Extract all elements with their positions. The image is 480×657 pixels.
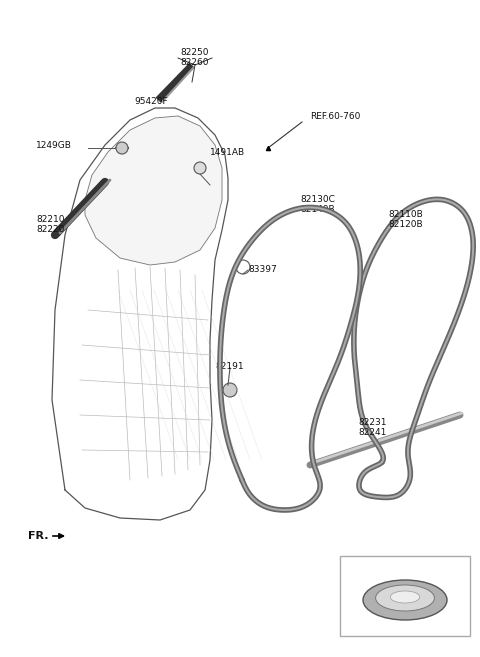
Circle shape bbox=[223, 383, 237, 397]
Ellipse shape bbox=[363, 580, 447, 620]
Text: 82231
82241: 82231 82241 bbox=[358, 418, 386, 438]
Text: 82110B
82120B: 82110B 82120B bbox=[388, 210, 423, 229]
Text: 82250
82260: 82250 82260 bbox=[181, 48, 209, 68]
FancyBboxPatch shape bbox=[340, 556, 470, 636]
Text: REF.60-760: REF.60-760 bbox=[310, 112, 360, 121]
Text: 1249GB: 1249GB bbox=[36, 141, 72, 150]
Ellipse shape bbox=[390, 591, 420, 603]
Text: 82210
82220: 82210 82220 bbox=[36, 215, 64, 235]
Ellipse shape bbox=[376, 585, 434, 611]
Circle shape bbox=[116, 142, 128, 154]
Text: 83397: 83397 bbox=[248, 265, 277, 275]
Text: 95420F: 95420F bbox=[134, 97, 168, 106]
Polygon shape bbox=[85, 116, 222, 265]
Text: FR.: FR. bbox=[28, 531, 48, 541]
Circle shape bbox=[194, 162, 206, 174]
Text: 82191: 82191 bbox=[215, 362, 244, 371]
Text: 1735AB: 1735AB bbox=[380, 566, 416, 575]
Text: 82130C
82140B: 82130C 82140B bbox=[300, 195, 335, 214]
Text: 1491AB: 1491AB bbox=[210, 148, 245, 157]
